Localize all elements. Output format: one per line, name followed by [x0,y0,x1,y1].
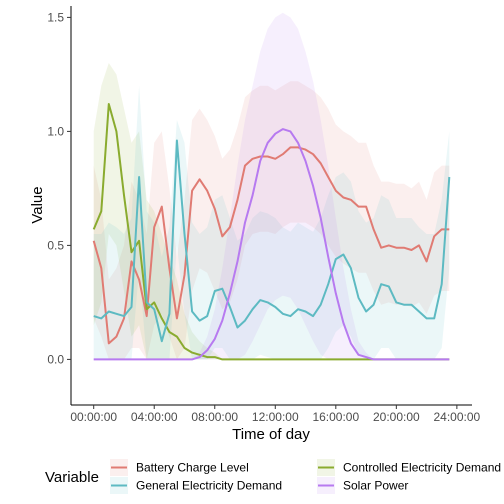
x-tick-label: 04:00:00 [131,410,178,424]
x-tick-label: 08:00:00 [191,410,238,424]
x-tick-label: 24:00:00 [434,410,481,424]
y-tick-label: 1.0 [47,124,64,138]
x-axis-title: Time of day [232,426,310,443]
y-tick-label: 0.5 [47,238,64,252]
y-tick-label: 0.0 [47,352,64,366]
x-tick-label: 16:00:00 [312,410,359,424]
x-tick-label: 20:00:00 [373,410,420,424]
y-tick-label: 1.5 [47,10,64,24]
solar-power-legend-label: Solar Power [343,479,408,493]
y-axis-title: Value [29,186,46,223]
legend: Variable Battery Charge Level Controlled … [45,459,501,494]
x-tick-label: 00:00:00 [70,410,117,424]
general-electricity-demand-legend-label: General Electricity Demand [136,479,282,493]
x-tick-label: 12:00:00 [252,410,299,424]
controlled-electricity-demand-legend-label: Controlled Electricity Demand [343,461,501,475]
legend-title: Variable [45,469,99,486]
battery-charge-level-legend-label: Battery Charge Level [136,461,249,475]
